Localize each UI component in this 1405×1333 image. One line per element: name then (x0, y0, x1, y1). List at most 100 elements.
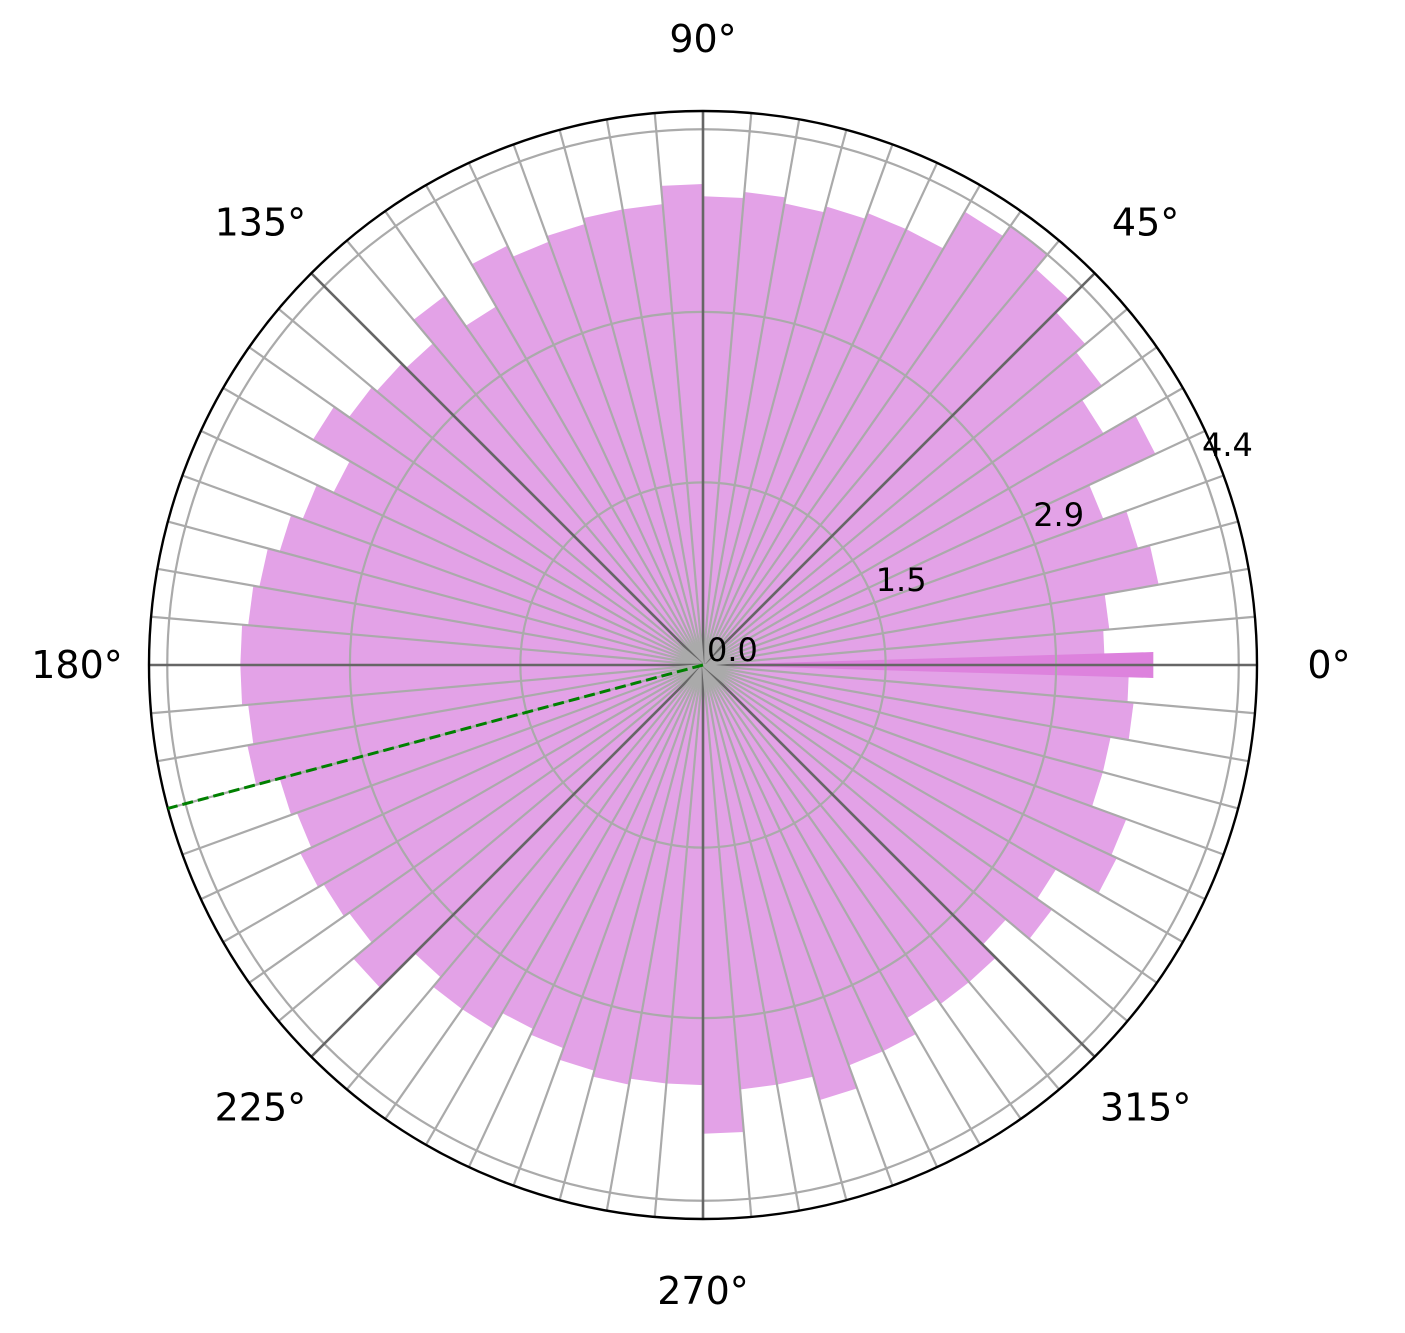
spoke-100 (605, 119, 705, 666)
bar-110 (512, 241, 703, 665)
spoke-220 (277, 664, 704, 1022)
spoke-185 (151, 663, 704, 715)
spoke-235 (384, 664, 704, 1120)
major-spoke-135 (310, 272, 704, 666)
theta-tick-label-45: 45° (1112, 200, 1179, 244)
bar-315 (703, 665, 1007, 945)
spoke-200 (182, 663, 704, 856)
labels-layer: 0° 45° 90° 135° 180° 225° 270° 315° 0.0 1.5 2.9 4.4 (31, 17, 1350, 1313)
bar-240 (502, 665, 703, 1030)
spoke-295 (702, 664, 939, 1168)
spoke-35 (702, 346, 1158, 666)
bar-215 (348, 665, 703, 943)
bar-210 (323, 665, 703, 917)
bar-230 (432, 665, 703, 1010)
bar-310 (703, 665, 996, 983)
bar-55 (703, 211, 1004, 665)
bar-325 (703, 665, 1057, 899)
spoke-210 (222, 664, 704, 943)
spoke-290 (701, 664, 894, 1186)
spoke-110 (512, 144, 705, 666)
bar-205 (300, 665, 703, 888)
bar-45 (703, 268, 1069, 665)
bar-20 (703, 484, 1104, 665)
spoke-335 (702, 664, 1206, 901)
major-spoke-225 (310, 664, 704, 1058)
bar-150 (333, 461, 703, 665)
spoke-275 (701, 664, 753, 1217)
bar-225 (414, 665, 703, 978)
spoke-5 (702, 615, 1255, 667)
spoke-65 (702, 162, 939, 666)
spoke-285 (701, 664, 848, 1201)
theta-tick-label-270: 270° (657, 1269, 749, 1313)
spoke-85 (701, 113, 753, 666)
spoke-355 (702, 663, 1255, 715)
spoke-30 (702, 387, 1184, 666)
spoke-165 (167, 520, 704, 667)
spoke-320 (702, 664, 1129, 1022)
spoke-15 (702, 520, 1239, 667)
theta-tick-label-180: 180° (31, 643, 123, 687)
bar-40 (703, 312, 1086, 665)
spoke-125 (384, 210, 704, 666)
bar-145 (312, 406, 703, 665)
spoke-80 (701, 119, 801, 666)
major-spoke-315 (702, 664, 1096, 1058)
bar-155 (302, 484, 703, 665)
spoke-155 (200, 429, 704, 666)
spoke-25 (702, 429, 1206, 666)
major-spoke-45 (702, 272, 1096, 666)
spoke-215 (248, 664, 704, 984)
spoke-140 (277, 308, 704, 666)
bar-245 (530, 665, 703, 1049)
spoke-40 (702, 308, 1129, 666)
bar-30 (703, 399, 1104, 665)
bar-65 (703, 213, 907, 665)
bar-220 (353, 665, 703, 988)
spoke-190 (157, 663, 704, 763)
bar-25 (703, 415, 1156, 665)
spoke-75 (701, 129, 848, 666)
theta-tick-label-135: 135° (215, 200, 307, 244)
bar-120 (465, 306, 703, 665)
bar-200 (296, 665, 703, 848)
bar-320 (703, 665, 1053, 939)
spoke-50 (702, 239, 1060, 666)
spoke-115 (467, 162, 704, 666)
r-tick-label-3: 4.4 (1202, 426, 1253, 464)
spoke-255 (558, 664, 705, 1201)
spoke-150 (222, 387, 704, 666)
spoke-340 (702, 663, 1224, 856)
spoke-350 (702, 663, 1249, 763)
spoke-325 (702, 664, 1158, 984)
bar-140 (348, 387, 703, 665)
bar-50 (703, 226, 1048, 665)
spoke-230 (346, 664, 704, 1091)
theta-tick-label-315: 315° (1100, 1086, 1192, 1130)
theta-tick-label-0: 0° (1307, 643, 1350, 687)
spoke-245 (467, 664, 704, 1168)
bar-330 (703, 665, 1117, 894)
spoke-10 (702, 567, 1249, 667)
spoke-60 (702, 184, 981, 666)
outer-frame (147, 109, 1259, 1221)
spoke-145 (248, 346, 704, 666)
spoke-70 (701, 144, 894, 666)
spoke-20 (702, 474, 1224, 667)
spoke-305 (702, 664, 1022, 1120)
spoke-240 (425, 664, 704, 1146)
spoke-105 (558, 129, 705, 666)
bar-335 (703, 665, 1127, 856)
theta-tick-label-90: 90° (669, 17, 736, 61)
bar-295 (703, 665, 917, 1052)
spoke-55 (702, 210, 1022, 666)
spoke-310 (702, 664, 1060, 1091)
bar-305 (703, 665, 970, 1005)
spoke-205 (200, 664, 704, 901)
spoke-330 (702, 664, 1184, 943)
spoke-345 (702, 663, 1239, 810)
bar-115 (471, 245, 703, 666)
r-tick-label-1: 1.5 (876, 561, 927, 599)
